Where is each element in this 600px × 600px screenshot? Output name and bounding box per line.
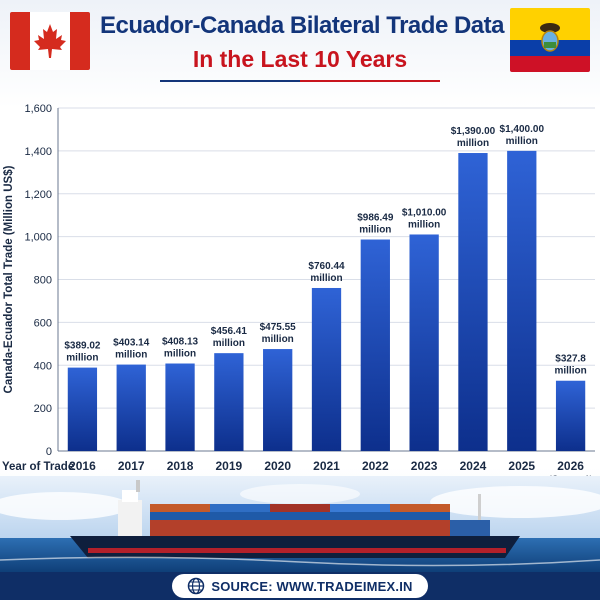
data-label-value: $456.41 (211, 326, 248, 337)
data-label-unit: million (359, 225, 391, 236)
x-tick-label: 2021 (313, 459, 340, 473)
bar (507, 150, 537, 451)
bar (458, 153, 488, 452)
cargo-ship-illustration (0, 476, 600, 572)
data-label-value: $327.8 (555, 354, 586, 365)
data-label-unit: million (262, 334, 294, 345)
bar (263, 349, 293, 451)
data-label-value: $408.13 (162, 337, 199, 348)
y-tick-label: 1,000 (24, 232, 52, 244)
data-label-value: $403.14 (113, 338, 150, 349)
x-tick-label: 2023 (411, 459, 438, 473)
data-label-unit: million (554, 366, 586, 377)
bar (165, 363, 195, 451)
data-label-value: $475.55 (260, 322, 297, 333)
y-tick-label: 400 (34, 360, 52, 372)
x-tick-label: 2024 (460, 459, 487, 473)
bar (409, 234, 439, 451)
data-label-unit: million (66, 353, 98, 364)
bar (360, 239, 390, 451)
data-label-unit: million (115, 350, 147, 361)
y-axis-label: Canada-Ecuador Total Trade (Million US$) (3, 165, 15, 393)
y-tick-label: 600 (34, 317, 52, 329)
source-text: SOURCE: WWW.TRADEIMEX.IN (211, 578, 413, 594)
bar-chart: Canada-Ecuador Total Trade (Million US$)… (2, 103, 595, 480)
bar (67, 367, 98, 451)
y-axis-ticks: 0 200 400 600 800 1,000 1,200 1,400 1,600 (24, 103, 52, 458)
y-tick-label: 200 (34, 403, 52, 415)
data-label-unit: million (408, 219, 440, 230)
title-underline-right (300, 80, 440, 82)
globe-icon (188, 577, 205, 595)
page-title: Ecuador-Canada Bilateral Trade Data (100, 12, 504, 39)
y-tick-label: 0 (46, 446, 52, 458)
data-label-unit: million (213, 338, 245, 349)
data-label-value: $1,400.00 (500, 124, 545, 135)
canada-flag-icon (10, 12, 90, 70)
y-tick-label: 800 (34, 275, 52, 287)
bars (67, 150, 586, 452)
x-tick-label: 2025 (508, 459, 535, 473)
x-tick-label: 2026 (557, 459, 584, 473)
bar (116, 364, 146, 451)
title-underline-left (160, 80, 300, 82)
data-label-unit: million (164, 349, 196, 360)
y-tick-label: 1,600 (24, 103, 52, 115)
data-label-value: $986.49 (357, 213, 394, 224)
data-label-value: $1,010.00 (402, 207, 447, 218)
data-label-value: $389.02 (64, 341, 101, 352)
source-badge: SOURCE: WWW.TRADEIMEX.IN (172, 574, 428, 598)
bar (311, 287, 342, 451)
data-label-value: $760.44 (308, 261, 345, 272)
x-axis-label: Year of Trade (2, 461, 74, 473)
data-label-value: $1,390.00 (451, 126, 496, 137)
x-tick-label: 2022 (362, 459, 389, 473)
x-tick-label: 2016 (69, 459, 96, 473)
x-tick-label: 2017 (118, 459, 145, 473)
x-tick-label: 2020 (264, 459, 291, 473)
data-label-unit: million (457, 138, 489, 149)
x-tick-label: 2018 (167, 459, 194, 473)
header: Ecuador-Canada Bilateral Trade Data In t… (0, 0, 600, 90)
y-tick-label: 1,400 (24, 146, 52, 158)
data-labels: $389.02million$403.14million$408.13milli… (64, 124, 586, 377)
bar (214, 353, 244, 451)
data-label-unit: million (506, 136, 538, 147)
data-label-unit: million (310, 273, 342, 284)
y-tick-label: 1,200 (24, 189, 52, 201)
x-tick-label: 2019 (216, 459, 243, 473)
bar (555, 380, 586, 451)
ecuador-flag-icon (510, 8, 590, 72)
page-subtitle: In the Last 10 Years (192, 46, 408, 72)
